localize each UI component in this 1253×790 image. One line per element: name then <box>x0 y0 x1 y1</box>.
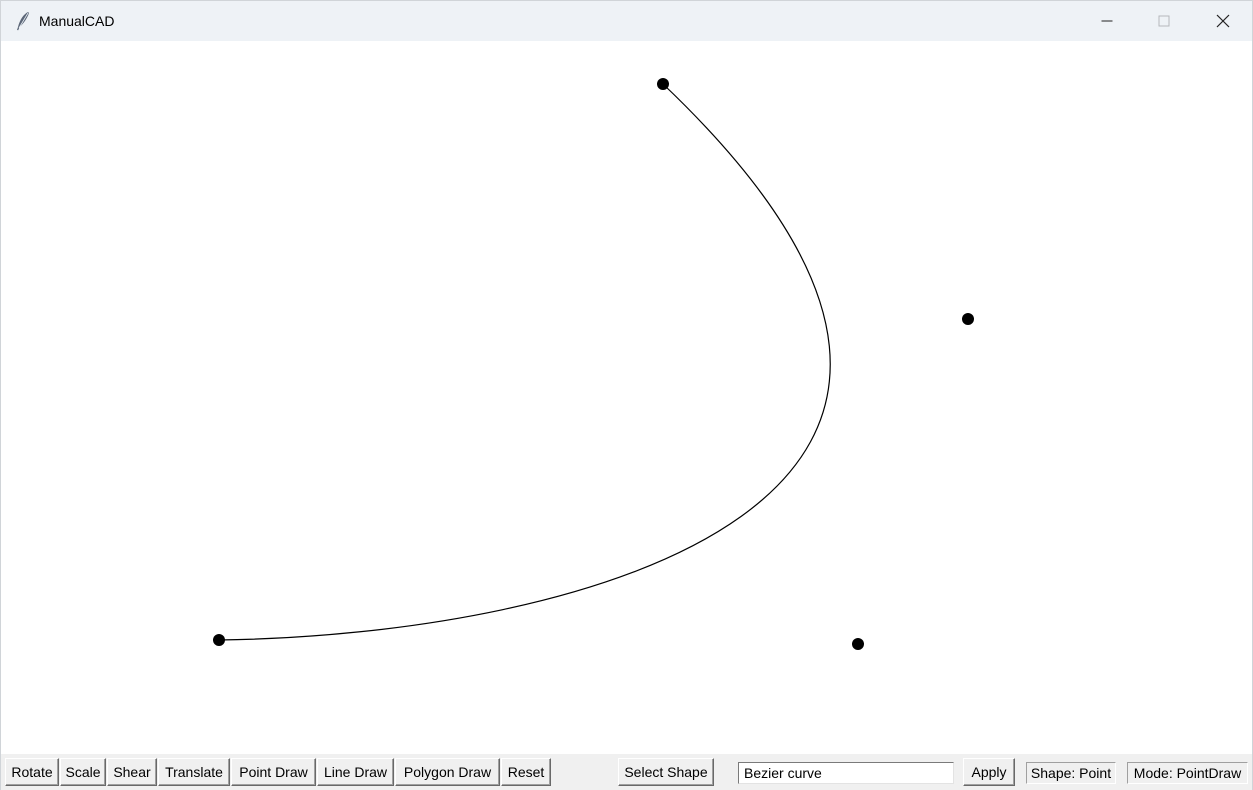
control-point[interactable] <box>657 78 669 90</box>
close-button[interactable] <box>1195 1 1251 41</box>
select-shape-button[interactable]: Select Shape <box>618 758 714 786</box>
maximize-button[interactable] <box>1136 1 1192 41</box>
scale-button[interactable]: Scale <box>60 758 106 786</box>
bottom-toolbar: Rotate Scale Shear Translate Point Draw … <box>1 754 1252 790</box>
shear-button[interactable]: Shear <box>107 758 157 786</box>
control-point[interactable] <box>213 634 225 646</box>
maximize-icon <box>1158 15 1170 27</box>
drawing-canvas[interactable] <box>1 41 1252 754</box>
close-icon <box>1216 14 1230 28</box>
reset-button[interactable]: Reset <box>501 758 551 786</box>
window-title: ManualCAD <box>39 13 115 29</box>
polygon-draw-button[interactable]: Polygon Draw <box>395 758 500 786</box>
point-draw-button[interactable]: Point Draw <box>231 758 316 786</box>
canvas-drawing <box>213 78 974 650</box>
shape-input[interactable]: Bezier curve <box>738 762 954 784</box>
line-draw-button[interactable]: Line Draw <box>317 758 394 786</box>
translate-button[interactable]: Translate <box>158 758 230 786</box>
shape-status-label: Shape: Point <box>1026 762 1116 784</box>
mode-status-label: Mode: PointDraw <box>1127 762 1248 784</box>
minimize-button[interactable] <box>1079 1 1135 41</box>
control-point[interactable] <box>852 638 864 650</box>
minimize-icon <box>1101 20 1113 22</box>
apply-button[interactable]: Apply <box>963 758 1015 786</box>
control-point[interactable] <box>962 313 974 325</box>
rotate-button[interactable]: Rotate <box>5 758 59 786</box>
bezier-curve <box>218 83 831 641</box>
feather-icon <box>17 12 29 31</box>
title-bar[interactable]: ManualCAD <box>1 1 1252 41</box>
